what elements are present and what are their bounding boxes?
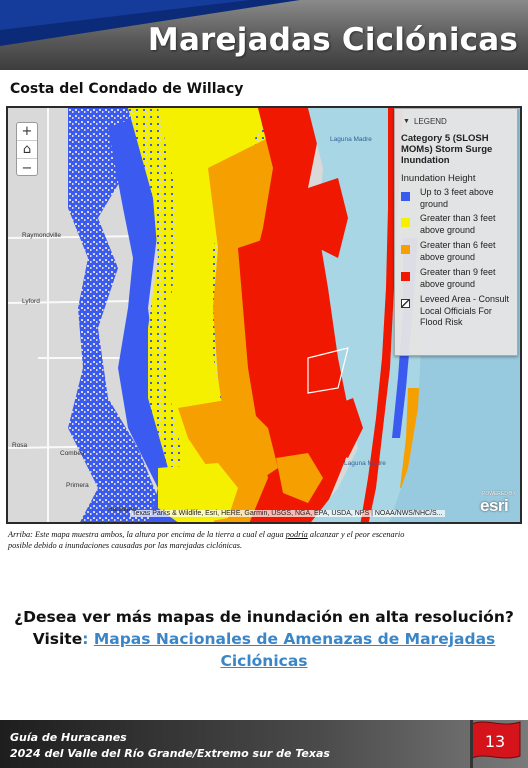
legend-swatch-yellow (401, 218, 410, 227)
page-title: Marejadas Ciclónicas (147, 22, 518, 58)
zoom-in-button[interactable]: + (17, 123, 37, 141)
place-label-primera: Primera (66, 482, 89, 489)
place-label-combes: Combes (60, 450, 85, 457)
map-zoom-control: + ⌂ − (16, 122, 38, 176)
page-number: 13 (484, 732, 506, 751)
legend-item-leveed-area: Leveed Area - Consult Local Officials Fo… (401, 294, 515, 329)
legend-item-up-to-3ft: Up to 3 feet above ground (401, 187, 515, 210)
place-label-laguna-madre-south: Laguna Madre (344, 460, 386, 467)
legend-item-label: Greater than 3 feet above ground (420, 213, 496, 235)
caret-down-icon: ▼ (403, 118, 410, 125)
home-icon[interactable]: ⌂ (17, 141, 37, 159)
esri-logo[interactable]: esri (480, 496, 509, 515)
legend-swatch-hatch (401, 299, 410, 308)
legend-item-gt-9ft: Greater than 9 feet above ground (401, 267, 515, 290)
map-caption: Arriba: Este mapa muestra ambos, la altu… (8, 529, 418, 551)
footer-guide-subtitle: 2024 del Valle del Río Grande/Extremo su… (10, 747, 330, 760)
footer-band (0, 720, 528, 768)
place-label-harlingen: Harlingen (108, 506, 136, 513)
cta-text: ¿Desea ver más mapas de inundación en al… (14, 608, 514, 648)
place-label-raymondville: Raymondville (22, 232, 62, 239)
esri-powered-by: POWERED BY (482, 491, 516, 497)
legend-swatch-blue (401, 192, 410, 201)
place-label-laguna-madre-north: Laguna Madre (330, 136, 372, 143)
legend-item-gt-6ft: Greater than 6 feet above ground (401, 240, 515, 263)
caption-underlined-word: podría (285, 530, 308, 539)
footer-guide-title: Guía de Huracanes (10, 731, 127, 744)
cta-colon: : (82, 630, 94, 648)
place-label-rosa: Rosa (12, 442, 28, 449)
hurricane-flag-icon (470, 720, 521, 768)
map-legend: ▼ LEGEND Category 5 (SLOSH MOMs) Storm S… (394, 108, 518, 356)
legend-swatch-orange (401, 245, 410, 254)
legend-item-label: Greater than 6 feet above ground (420, 240, 496, 262)
legend-layer-title: Category 5 (SLOSH MOMs) Storm Surge Inun… (401, 133, 493, 166)
legend-field-name: Inundation Height (401, 173, 476, 184)
place-label-lyford: Lyford (22, 298, 40, 305)
legend-header-label: LEGEND (413, 117, 447, 126)
call-to-action: ¿Desea ver más mapas de inundación en al… (10, 606, 518, 672)
legend-item-label: Greater than 9 feet above ground (420, 267, 496, 289)
storm-surge-map[interactable]: + ⌂ − Raymondville Lyford Rosa Combes Pr… (6, 106, 522, 524)
zoom-out-button[interactable]: − (21, 160, 33, 176)
legend-item-gt-3ft: Greater than 3 feet above ground (401, 213, 515, 236)
legend-item-label: Up to 3 feet above ground (420, 187, 494, 209)
legend-header[interactable]: ▼ LEGEND (403, 117, 447, 126)
legend-item-label: Leveed Area - Consult Local Officials Fo… (420, 294, 510, 327)
map-attribution: Texas Parks & Wildlife, Esri, HERE, Garm… (130, 510, 445, 517)
legend-swatch-red (401, 272, 410, 281)
caption-text-1: Arriba: Este mapa muestra ambos, la altu… (8, 530, 286, 539)
surge-maps-link[interactable]: Mapas Nacionales de Amenazas de Marejada… (93, 630, 496, 670)
caption-text-2: alcanzar y el peor escenario posible deb… (8, 530, 405, 550)
section-subtitle: Costa del Condado de Willacy (10, 81, 244, 97)
